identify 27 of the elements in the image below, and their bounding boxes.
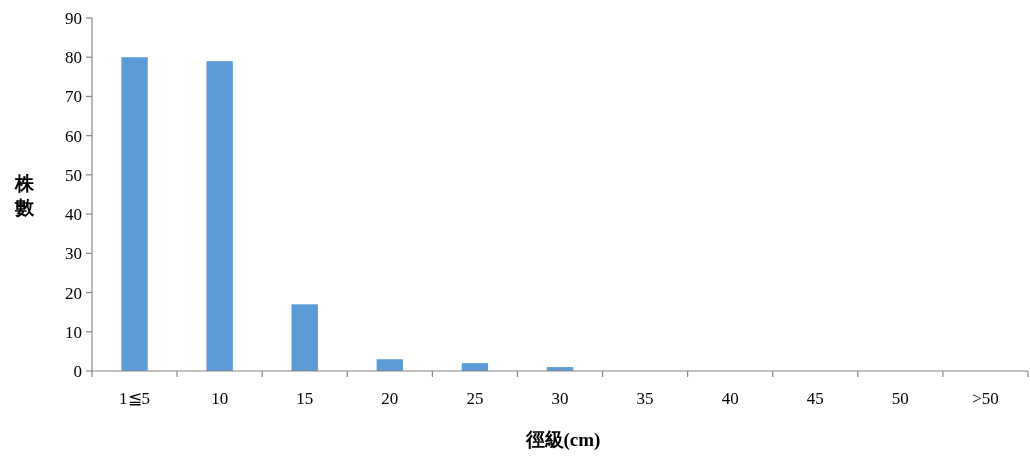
x-tick-label: 35: [636, 389, 654, 408]
x-tick-label: 40: [721, 389, 739, 408]
y-tick-label: 70: [65, 87, 82, 107]
x-tick-label: 10: [211, 389, 229, 408]
x-tick-label: 45: [806, 389, 824, 408]
y-tick-label: 0: [73, 361, 82, 381]
y-tick-label: 90: [65, 8, 82, 28]
bar: [376, 359, 404, 371]
x-tick-label: 30: [551, 389, 569, 408]
x-tick-label: 20: [381, 389, 399, 408]
y-axis-title: 株數: [13, 173, 35, 218]
y-tick-label: 20: [65, 283, 82, 303]
x-tick-label: 25: [466, 389, 484, 408]
bar: [206, 61, 233, 371]
x-tick-label: 15: [296, 389, 314, 408]
y-tick-label: 30: [65, 244, 82, 264]
x-axis-title: 徑級(cm): [524, 429, 601, 451]
y-tick-label: 40: [65, 205, 82, 225]
y-tick-label: 50: [65, 165, 82, 185]
y-tick-label: 60: [65, 126, 82, 146]
y-tick-label: 10: [65, 322, 82, 342]
bar: [291, 304, 318, 371]
bar: [121, 57, 148, 371]
x-tick-label: >50: [972, 389, 999, 408]
x-tick-label: 50: [891, 389, 909, 408]
y-tick-label: 80: [65, 48, 82, 68]
x-tick-label: 1≦5: [119, 389, 151, 408]
